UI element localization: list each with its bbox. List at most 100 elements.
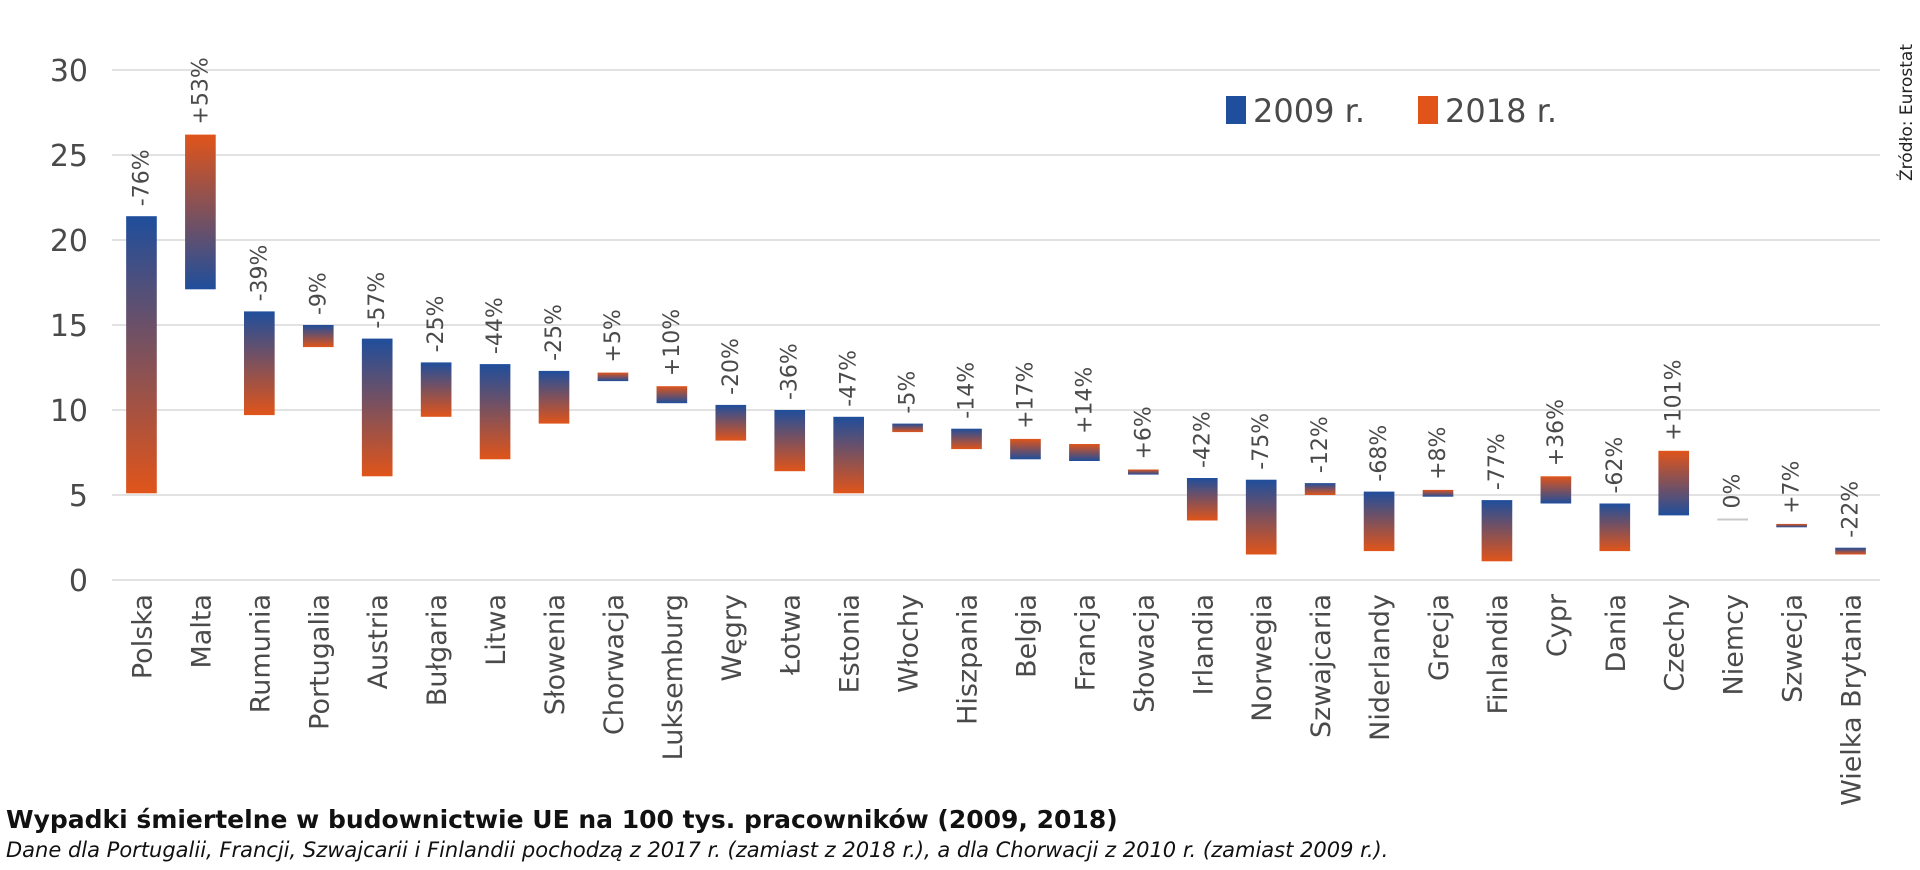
change-label-15: -14%	[955, 362, 980, 419]
change-label-19: -42%	[1190, 411, 1215, 468]
bar-26	[1599, 503, 1631, 552]
category-label-5: Austria	[363, 594, 394, 689]
category-label-18: Słowacja	[1129, 594, 1160, 713]
bar-15	[951, 428, 982, 450]
category-label-27: Czechy	[1660, 594, 1691, 692]
change-label-27: +101%	[1662, 359, 1687, 440]
y-tick-label-25: 25	[50, 139, 88, 174]
category-label-11: Węgry	[717, 594, 748, 682]
category-label-21: Szwajcaria	[1306, 594, 1337, 738]
change-label-8: -25%	[542, 304, 567, 361]
bar-3	[244, 311, 275, 416]
category-label-19: Irlandia	[1188, 594, 1219, 695]
change-label-4: -9%	[306, 272, 331, 315]
bar-16	[1010, 438, 1041, 460]
chart-title: Wypadki śmiertelne w budownictwie UE na …	[6, 805, 1118, 834]
category-label-7: Litwa	[481, 594, 512, 666]
change-label-11: -20%	[719, 338, 744, 395]
bar-25	[1540, 476, 1572, 504]
category-label-30: Wielka Brytania	[1837, 594, 1868, 806]
change-label-14: -5%	[896, 371, 921, 414]
category-label-26: Dania	[1601, 594, 1632, 673]
legend-label-2009: 2009 r.	[1253, 92, 1365, 130]
bar-18	[1128, 469, 1159, 475]
category-label-17: Francja	[1070, 594, 1101, 691]
category-label-4: Portugalia	[304, 594, 335, 730]
category-label-13: Estonia	[835, 594, 866, 693]
category-label-25: Cypr	[1542, 593, 1573, 657]
y-tick-label-15: 15	[50, 309, 88, 344]
change-label-2: +53%	[188, 57, 213, 124]
bar-13	[833, 416, 864, 494]
source-note: Źródło: Eurostat	[1895, 44, 1917, 181]
bar-20	[1245, 479, 1277, 555]
change-label-28: 0%	[1721, 474, 1746, 509]
change-labels: -76% +53% -39% -9% -57% -25% -44% -25% +5% +10% -2…	[129, 57, 1863, 537]
category-label-12: Łotwa	[776, 594, 807, 676]
bar-6	[420, 362, 452, 417]
change-label-7: -44%	[483, 297, 508, 354]
change-label-21: -12%	[1308, 416, 1333, 473]
category-labels: Polska Malta Rumunia Portugalia Austria Bułga…	[127, 593, 1867, 806]
change-label-25: +36%	[1544, 399, 1569, 466]
y-tick-label-0: 0	[69, 564, 88, 599]
category-label-15: Hiszpania	[953, 594, 984, 725]
change-label-18: +6%	[1131, 406, 1156, 459]
bars	[126, 134, 1866, 562]
category-label-16: Belgia	[1011, 594, 1042, 678]
bar-19	[1186, 478, 1218, 521]
bar-12	[774, 410, 806, 472]
bar-11	[715, 404, 747, 441]
bar-10	[656, 386, 688, 404]
category-label-8: Słowenia	[540, 594, 571, 715]
change-label-12: -36%	[778, 343, 803, 400]
change-label-16: +17%	[1013, 362, 1038, 429]
bar-27	[1658, 450, 1690, 516]
category-label-29: Szwecja	[1778, 594, 1809, 703]
bar-2	[185, 134, 216, 290]
bar-5	[361, 338, 393, 477]
bar-21	[1304, 483, 1336, 495]
bar-1	[126, 216, 157, 494]
change-label-10: +10%	[660, 309, 685, 376]
category-label-23: Grecja	[1424, 594, 1455, 681]
bar-9	[597, 372, 629, 382]
y-tick-label-10: 10	[50, 394, 88, 429]
change-label-24: -77%	[1485, 433, 1510, 490]
y-tick-label-20: 20	[50, 224, 88, 259]
category-label-28: Niemcy	[1719, 594, 1750, 695]
chart-subtitle: Dane dla Portugalii, Francji, Szwajcarii…	[6, 838, 1389, 862]
bar-23	[1422, 489, 1454, 497]
change-label-29: +7%	[1780, 461, 1805, 514]
bar-17	[1069, 444, 1100, 461]
bar-7	[479, 364, 511, 460]
bar-22	[1363, 491, 1395, 552]
change-label-5: -57%	[365, 272, 390, 329]
change-label-3: -39%	[247, 245, 272, 302]
category-label-9: Chorwacja	[599, 594, 630, 735]
gridlines	[112, 69, 1880, 581]
category-label-6: Bułgaria	[422, 594, 453, 706]
change-label-9: +5%	[601, 309, 626, 362]
bar-4	[302, 325, 334, 348]
change-label-20: -75%	[1249, 413, 1274, 470]
legend-swatch-2009	[1226, 96, 1246, 124]
category-label-22: Niderlandy	[1365, 594, 1396, 741]
change-label-22: -68%	[1367, 425, 1392, 482]
y-tick-label-30: 30	[50, 54, 88, 89]
bar-30	[1835, 547, 1866, 555]
bar-8	[538, 370, 570, 424]
bar-14	[892, 423, 923, 433]
bar-29	[1776, 523, 1807, 528]
change-label-1: -76%	[129, 149, 154, 206]
change-label-13: -47%	[837, 350, 862, 407]
category-label-10: Luksemburg	[658, 594, 689, 760]
change-label-30: -22%	[1839, 481, 1864, 538]
category-label-3: Rumunia	[245, 594, 276, 713]
change-label-17: +14%	[1072, 367, 1097, 434]
legend-label-2018: 2018 r.	[1445, 92, 1557, 130]
change-label-23: +8%	[1426, 427, 1451, 480]
y-axis-ticks: 0 5 10 15 20 25 30	[50, 54, 88, 599]
change-label-26: -62%	[1603, 437, 1628, 494]
